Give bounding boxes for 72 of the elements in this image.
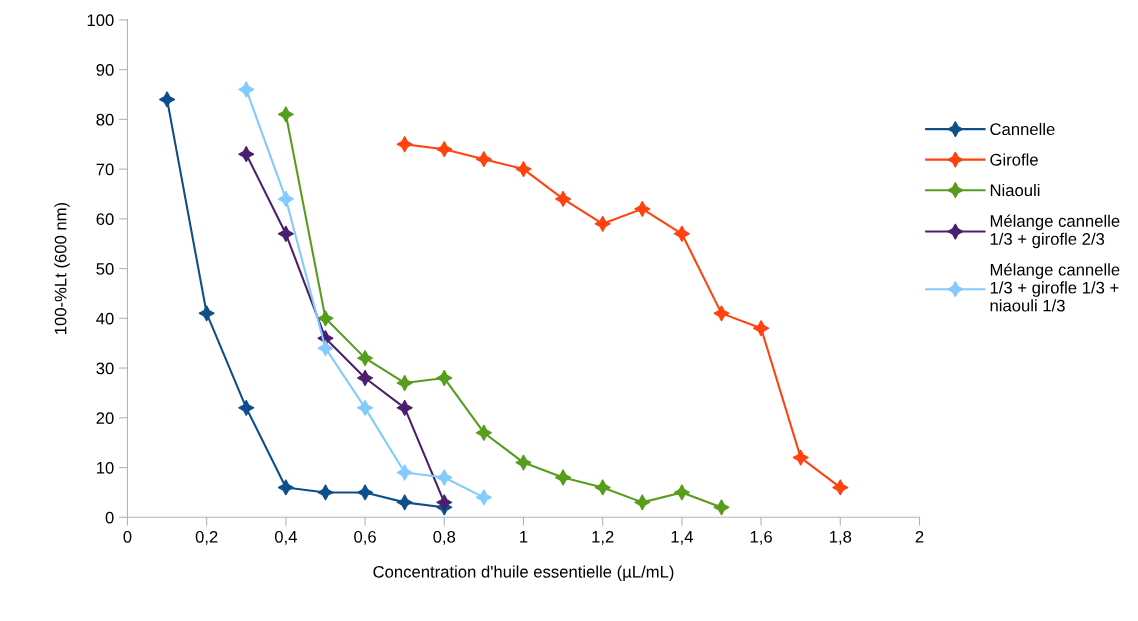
x-tick-label: 1 bbox=[520, 531, 528, 543]
y-tick-label: 30 bbox=[96, 362, 114, 375]
point bbox=[713, 499, 730, 516]
point bbox=[752, 320, 770, 337]
x-tick-label: 0,8 bbox=[433, 530, 456, 545]
point bbox=[277, 479, 295, 496]
point bbox=[594, 479, 611, 496]
point bbox=[475, 489, 493, 506]
x-tick-label: 0,2 bbox=[195, 530, 218, 545]
x-axis-title: Concentration d'huile essentielle (µL/mL) bbox=[373, 565, 674, 581]
y-tick-label: 80 bbox=[96, 113, 114, 126]
point bbox=[515, 160, 532, 178]
point bbox=[277, 106, 295, 123]
legend-label: Mélange cannelle 1/3 + girofle 2/3 bbox=[990, 214, 1120, 249]
point bbox=[198, 305, 215, 322]
point bbox=[634, 200, 651, 218]
x-tick-label: 1,4 bbox=[671, 531, 693, 545]
point bbox=[436, 369, 453, 387]
legend-label: Girofle bbox=[990, 153, 1038, 166]
point bbox=[634, 494, 651, 511]
x-tick-label: 0,4 bbox=[274, 530, 297, 545]
y-tick-label: 50 bbox=[96, 262, 114, 275]
legend-label: Cannelle bbox=[990, 122, 1055, 136]
point bbox=[436, 494, 453, 511]
point bbox=[673, 484, 691, 501]
y-tick-label: 10 bbox=[97, 461, 114, 474]
point bbox=[396, 494, 413, 511]
point bbox=[396, 374, 413, 392]
y-tick-label: 70 bbox=[96, 163, 114, 176]
point bbox=[396, 464, 413, 481]
point bbox=[238, 399, 255, 417]
point bbox=[436, 141, 453, 158]
point bbox=[436, 469, 453, 486]
x-tick-label: 1,6 bbox=[750, 530, 772, 545]
y-tick-label: 20 bbox=[96, 412, 114, 425]
point bbox=[396, 399, 413, 417]
point bbox=[475, 424, 493, 441]
point bbox=[792, 449, 809, 466]
point bbox=[356, 484, 374, 501]
point bbox=[594, 215, 611, 233]
point bbox=[238, 145, 255, 163]
point bbox=[317, 310, 334, 327]
y-tick-label: 100 bbox=[87, 14, 114, 27]
point bbox=[396, 136, 413, 153]
y-tick-label: 0 bbox=[105, 511, 114, 524]
point bbox=[673, 225, 691, 242]
point bbox=[277, 225, 295, 242]
legend-label: Niaouli bbox=[990, 183, 1040, 197]
point bbox=[832, 479, 849, 496]
point bbox=[356, 369, 374, 387]
point bbox=[475, 150, 493, 168]
point bbox=[158, 91, 176, 108]
x-tick-label: 2 bbox=[915, 530, 924, 543]
point bbox=[356, 349, 374, 367]
point bbox=[317, 484, 334, 501]
x-tick-label: 0 bbox=[123, 530, 132, 543]
x-tick-label: 1,8 bbox=[829, 530, 852, 545]
point bbox=[317, 339, 334, 357]
y-axis-title: 100-%Lt (600 nm) bbox=[54, 202, 70, 335]
point bbox=[277, 190, 295, 208]
point bbox=[356, 399, 374, 417]
point bbox=[238, 81, 255, 98]
y-tick-label: 60 bbox=[96, 213, 114, 226]
point bbox=[554, 190, 572, 208]
point bbox=[554, 469, 572, 486]
y-tick-label: 40 bbox=[96, 312, 114, 325]
point bbox=[713, 305, 730, 322]
point bbox=[515, 454, 532, 471]
y-tick-label: 90 bbox=[96, 64, 114, 76]
x-tick-label: 0,6 bbox=[354, 530, 376, 545]
legend-label: Mélange cannelle 1/3 + girofle 1/3 + niaouli 1/3 bbox=[990, 263, 1120, 312]
x-tick-label: 1,2 bbox=[592, 530, 614, 545]
